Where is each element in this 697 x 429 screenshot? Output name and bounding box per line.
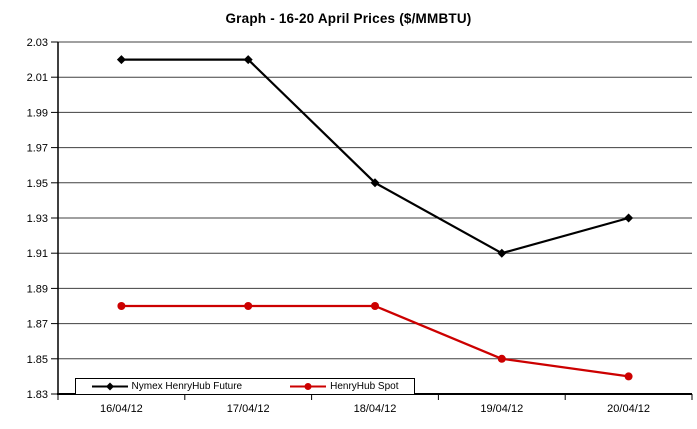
y-tick-label: 1.91 [27, 248, 48, 260]
legend-label: HenryHub Spot [330, 381, 399, 392]
x-tick-label: 18/04/12 [354, 403, 397, 415]
data-point-marker-henryhub-spot [497, 354, 506, 363]
x-tick-label: 19/04/12 [480, 403, 523, 415]
x-tick-label: 20/04/12 [607, 403, 650, 415]
y-tick-label: 1.95 [27, 178, 48, 190]
series-line-henryhub-spot [121, 304, 629, 378]
legend-item: Nymex HenryHub Future [91, 381, 243, 392]
legend-key-marker [304, 383, 312, 390]
y-tick-label: 1.97 [27, 143, 48, 155]
legend-key-marker [105, 382, 114, 391]
y-tick-label: 1.89 [27, 283, 48, 295]
legend: Nymex HenryHub Future HenryHub Spot [75, 378, 415, 395]
y-tick-label: 1.93 [27, 213, 48, 225]
x-tick-label: 17/04/12 [227, 403, 270, 415]
data-point-marker-henryhub-spot [371, 302, 379, 310]
data-point-marker-nymex-henryhub-future [624, 213, 634, 223]
data-point-marker-henryhub-spot [624, 372, 633, 381]
data-point-marker-nymex-henryhub-future [116, 55, 126, 65]
legend-label: Nymex HenryHub Future [131, 381, 243, 392]
data-point-marker-nymex-henryhub-future [370, 178, 380, 188]
data-point-marker-nymex-henryhub-future [243, 55, 253, 65]
legend-key-icon [91, 382, 128, 391]
legend-item: HenryHub Spot [290, 381, 398, 392]
y-tick-label: 2.03 [27, 37, 48, 49]
y-tick-label: 1.83 [27, 389, 48, 401]
legend-key-icon [290, 383, 327, 390]
x-tick-label: 16/04/12 [100, 403, 143, 415]
y-tick-label: 1.99 [27, 107, 48, 119]
y-tick-label: 1.85 [27, 354, 48, 366]
chart-title: Graph - 16-20 April Prices ($/MMBTU) [225, 11, 472, 26]
data-point-marker-henryhub-spot [117, 302, 126, 310]
series-line-nymex-henryhub-future [121, 58, 629, 255]
y-tick-label: 1.87 [27, 319, 48, 331]
y-tick-label: 2.01 [27, 72, 48, 84]
data-point-marker-henryhub-spot [244, 302, 253, 310]
data-point-marker-nymex-henryhub-future [497, 248, 507, 258]
